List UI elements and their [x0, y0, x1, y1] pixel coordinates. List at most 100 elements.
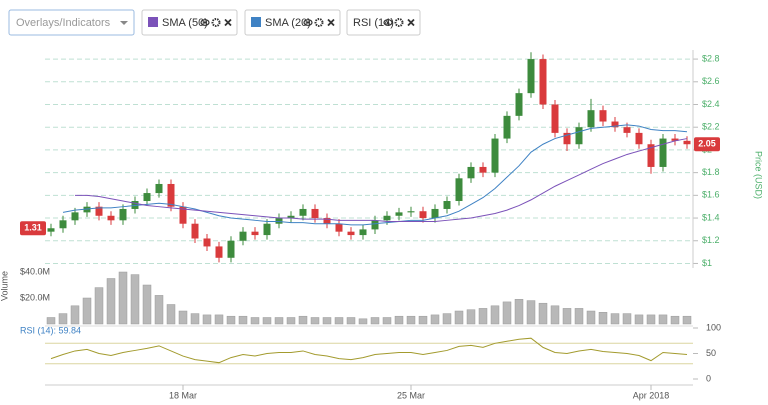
volume-bar: [106, 278, 116, 325]
close-icon[interactable]: [327, 18, 335, 27]
gear-icon[interactable]: [314, 18, 324, 27]
chip-label: SMA (50): [162, 17, 208, 29]
volume-label: Volume: [0, 271, 9, 301]
volume-bar: [178, 310, 188, 325]
price-tag-label: 2.05: [698, 139, 716, 149]
volume-tick-label: $20.0M: [20, 292, 50, 302]
indicator-chip[interactable]: [141, 9, 238, 36]
volume-bar: [526, 300, 536, 325]
eye-icon[interactable]: [200, 19, 210, 26]
volume-bar: [94, 287, 104, 325]
volume-bar: [682, 315, 692, 325]
indicator-dropdown[interactable]: [8, 9, 135, 36]
candle-body: [395, 212, 403, 216]
volume-bar: [226, 315, 236, 325]
price-tag: [20, 221, 46, 236]
candle-body: [131, 201, 139, 209]
volume-bar: [466, 309, 476, 325]
volume-bar: [634, 314, 644, 325]
candle-body: [227, 240, 235, 258]
volume-bar: [130, 274, 140, 325]
volume-bar: [406, 315, 416, 325]
eye-icon[interactable]: [303, 19, 313, 26]
volume-bar: [574, 308, 584, 325]
volume-bar: [502, 301, 512, 325]
candle-body: [263, 223, 271, 236]
candle-body: [635, 132, 643, 145]
gear-icon[interactable]: [394, 18, 404, 27]
candle-body: [107, 215, 115, 221]
y-axis-label: Price (USD): [754, 151, 764, 199]
candle-body: [491, 138, 499, 173]
candle-body: [683, 140, 691, 145]
volume-bar: [598, 312, 608, 325]
candle-body: [119, 208, 127, 221]
volume-bar: [154, 295, 164, 325]
y-tick-label: $2.8: [702, 53, 720, 63]
volume-bar: [358, 318, 368, 325]
close-icon[interactable]: [407, 18, 415, 27]
volume-bar: [322, 317, 332, 325]
candle-body: [647, 144, 655, 167]
eye-icon[interactable]: [383, 19, 393, 26]
candle-body: [335, 223, 343, 232]
gear-icon[interactable]: [211, 18, 221, 27]
candle-body: [251, 231, 259, 236]
rsi-tick-label: 50: [706, 348, 716, 358]
candle-body: [539, 59, 547, 105]
volume-bar: [658, 314, 668, 325]
volume-bar: [298, 315, 308, 325]
candle-body: [443, 201, 451, 209]
volume-bar: [166, 304, 176, 325]
y-tick-label: $1.2: [702, 235, 720, 245]
candle-body: [167, 183, 175, 207]
rsi-label: RSI (14): 59.84: [20, 325, 81, 335]
volume-bar: [514, 299, 524, 325]
candle-body: [587, 110, 595, 128]
candle-body: [71, 212, 79, 221]
candle-body: [419, 211, 427, 219]
candle-body: [551, 104, 559, 133]
candle-body: [659, 138, 667, 167]
candle-body: [575, 127, 583, 145]
volume-bar: [286, 317, 296, 325]
volume-bar: [490, 305, 500, 325]
candle-body: [179, 206, 187, 224]
sma-line: [62, 124, 688, 226]
candle-body: [59, 220, 67, 229]
candle-body: [191, 223, 199, 239]
chip-swatch: [251, 17, 261, 27]
candle-body: [287, 215, 295, 219]
candle-body: [611, 121, 619, 128]
close-icon[interactable]: [224, 18, 232, 27]
candle-body: [323, 218, 331, 224]
volume-bar: [538, 302, 548, 325]
volume-bar: [262, 317, 272, 325]
candle-body: [623, 127, 631, 133]
indicator-chip[interactable]: [244, 9, 341, 36]
eye-pupil: [306, 21, 310, 24]
y-tick-label: $2.2: [702, 122, 720, 132]
volume-bar: [190, 313, 200, 325]
candle-body: [215, 246, 223, 258]
candle-body: [515, 93, 523, 116]
x-tick-label: Apr 2018: [633, 390, 670, 400]
volume-bar: [70, 305, 80, 325]
volume-bar: [586, 310, 596, 325]
y-tick-label: $1: [702, 258, 712, 268]
volume-bar: [58, 313, 68, 325]
volume-bar: [646, 314, 656, 325]
y-tick-label: $2.4: [702, 99, 720, 109]
candle-body: [155, 183, 163, 194]
volume-bar: [382, 317, 392, 325]
volume-bar: [334, 317, 344, 325]
candle-body: [143, 193, 151, 202]
candle-body: [599, 110, 607, 122]
price-tag: [694, 137, 720, 152]
volume-bar: [250, 317, 260, 325]
volume-bar: [670, 315, 680, 325]
volume-bar: [46, 317, 56, 325]
candle-body: [83, 206, 91, 213]
volume-bar: [310, 317, 320, 325]
